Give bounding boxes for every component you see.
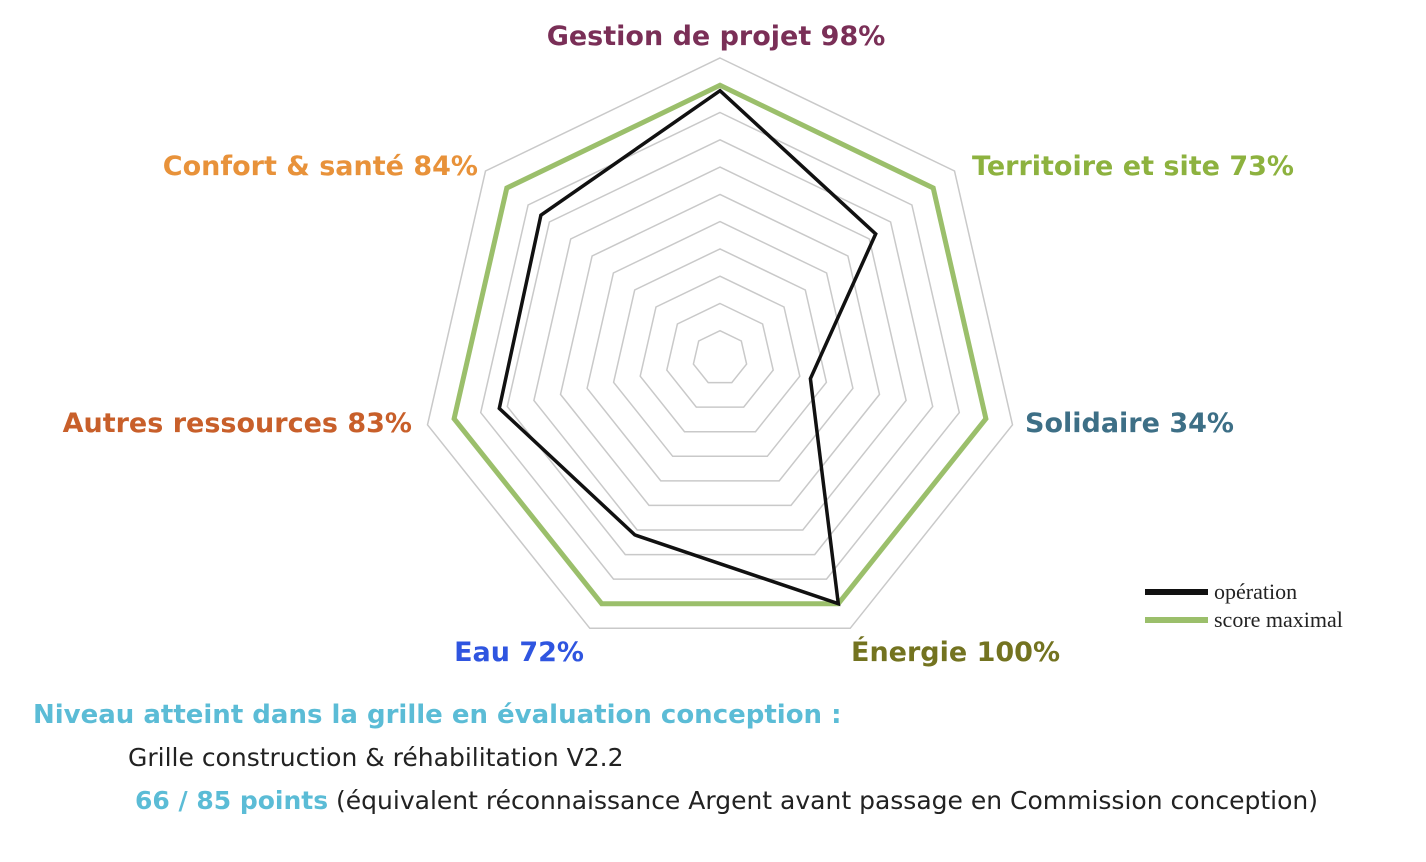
radar-grid <box>426 57 1014 630</box>
grid-ring-10 <box>453 84 987 605</box>
grid-ring-4 <box>612 248 828 458</box>
series-score-maximal <box>451 82 989 607</box>
radar-series <box>451 82 989 607</box>
grid-ring-3 <box>639 275 801 433</box>
points-note: (équivalent réconnaissance Argent avant … <box>328 786 1319 815</box>
legend-label-2: score maximal <box>1214 607 1343 632</box>
grid-ring-8 <box>506 138 934 556</box>
points-line: 66 / 85 points (équivalent réconnaissanc… <box>135 786 1318 815</box>
grid-ring-1 <box>692 329 748 384</box>
grid-ring-11 <box>426 57 1014 630</box>
axis-label-4: Énergie 100% <box>851 636 1060 668</box>
axis-label-1: Gestion de projet 98% <box>547 21 886 52</box>
radar-chart: Gestion de projet 98% Territoire et site … <box>63 21 1343 668</box>
grid-ring-9 <box>479 111 961 580</box>
axis-label-5: Eau 72% <box>454 637 584 668</box>
axis-label-6: Autres ressources 83% <box>63 408 412 439</box>
points-value: 66 / 85 points <box>135 786 329 815</box>
grid-ring-7 <box>533 166 907 531</box>
axis-label-2: Territoire et site 73% <box>972 151 1294 182</box>
grid-name: Grille construction & réhabilitation V2.… <box>128 743 624 772</box>
axis-label-3: Solidaire 34% <box>1025 408 1234 439</box>
chart-legend: opération score maximal <box>1145 579 1343 632</box>
evaluation-title: Niveau atteint dans la grille en évaluat… <box>33 700 842 730</box>
grid-ring-5 <box>586 220 854 482</box>
grid-ring-2 <box>665 302 775 408</box>
grid-ring-6 <box>559 193 881 507</box>
series-operation <box>497 88 878 607</box>
legend-label-1: opération <box>1214 579 1297 604</box>
evaluation-summary: Niveau atteint dans la grille en évaluat… <box>0 696 1426 862</box>
axis-labels: Gestion de projet 98% Territoire et site … <box>63 21 1294 668</box>
axis-label-7: Confort & santé 84% <box>163 151 478 182</box>
